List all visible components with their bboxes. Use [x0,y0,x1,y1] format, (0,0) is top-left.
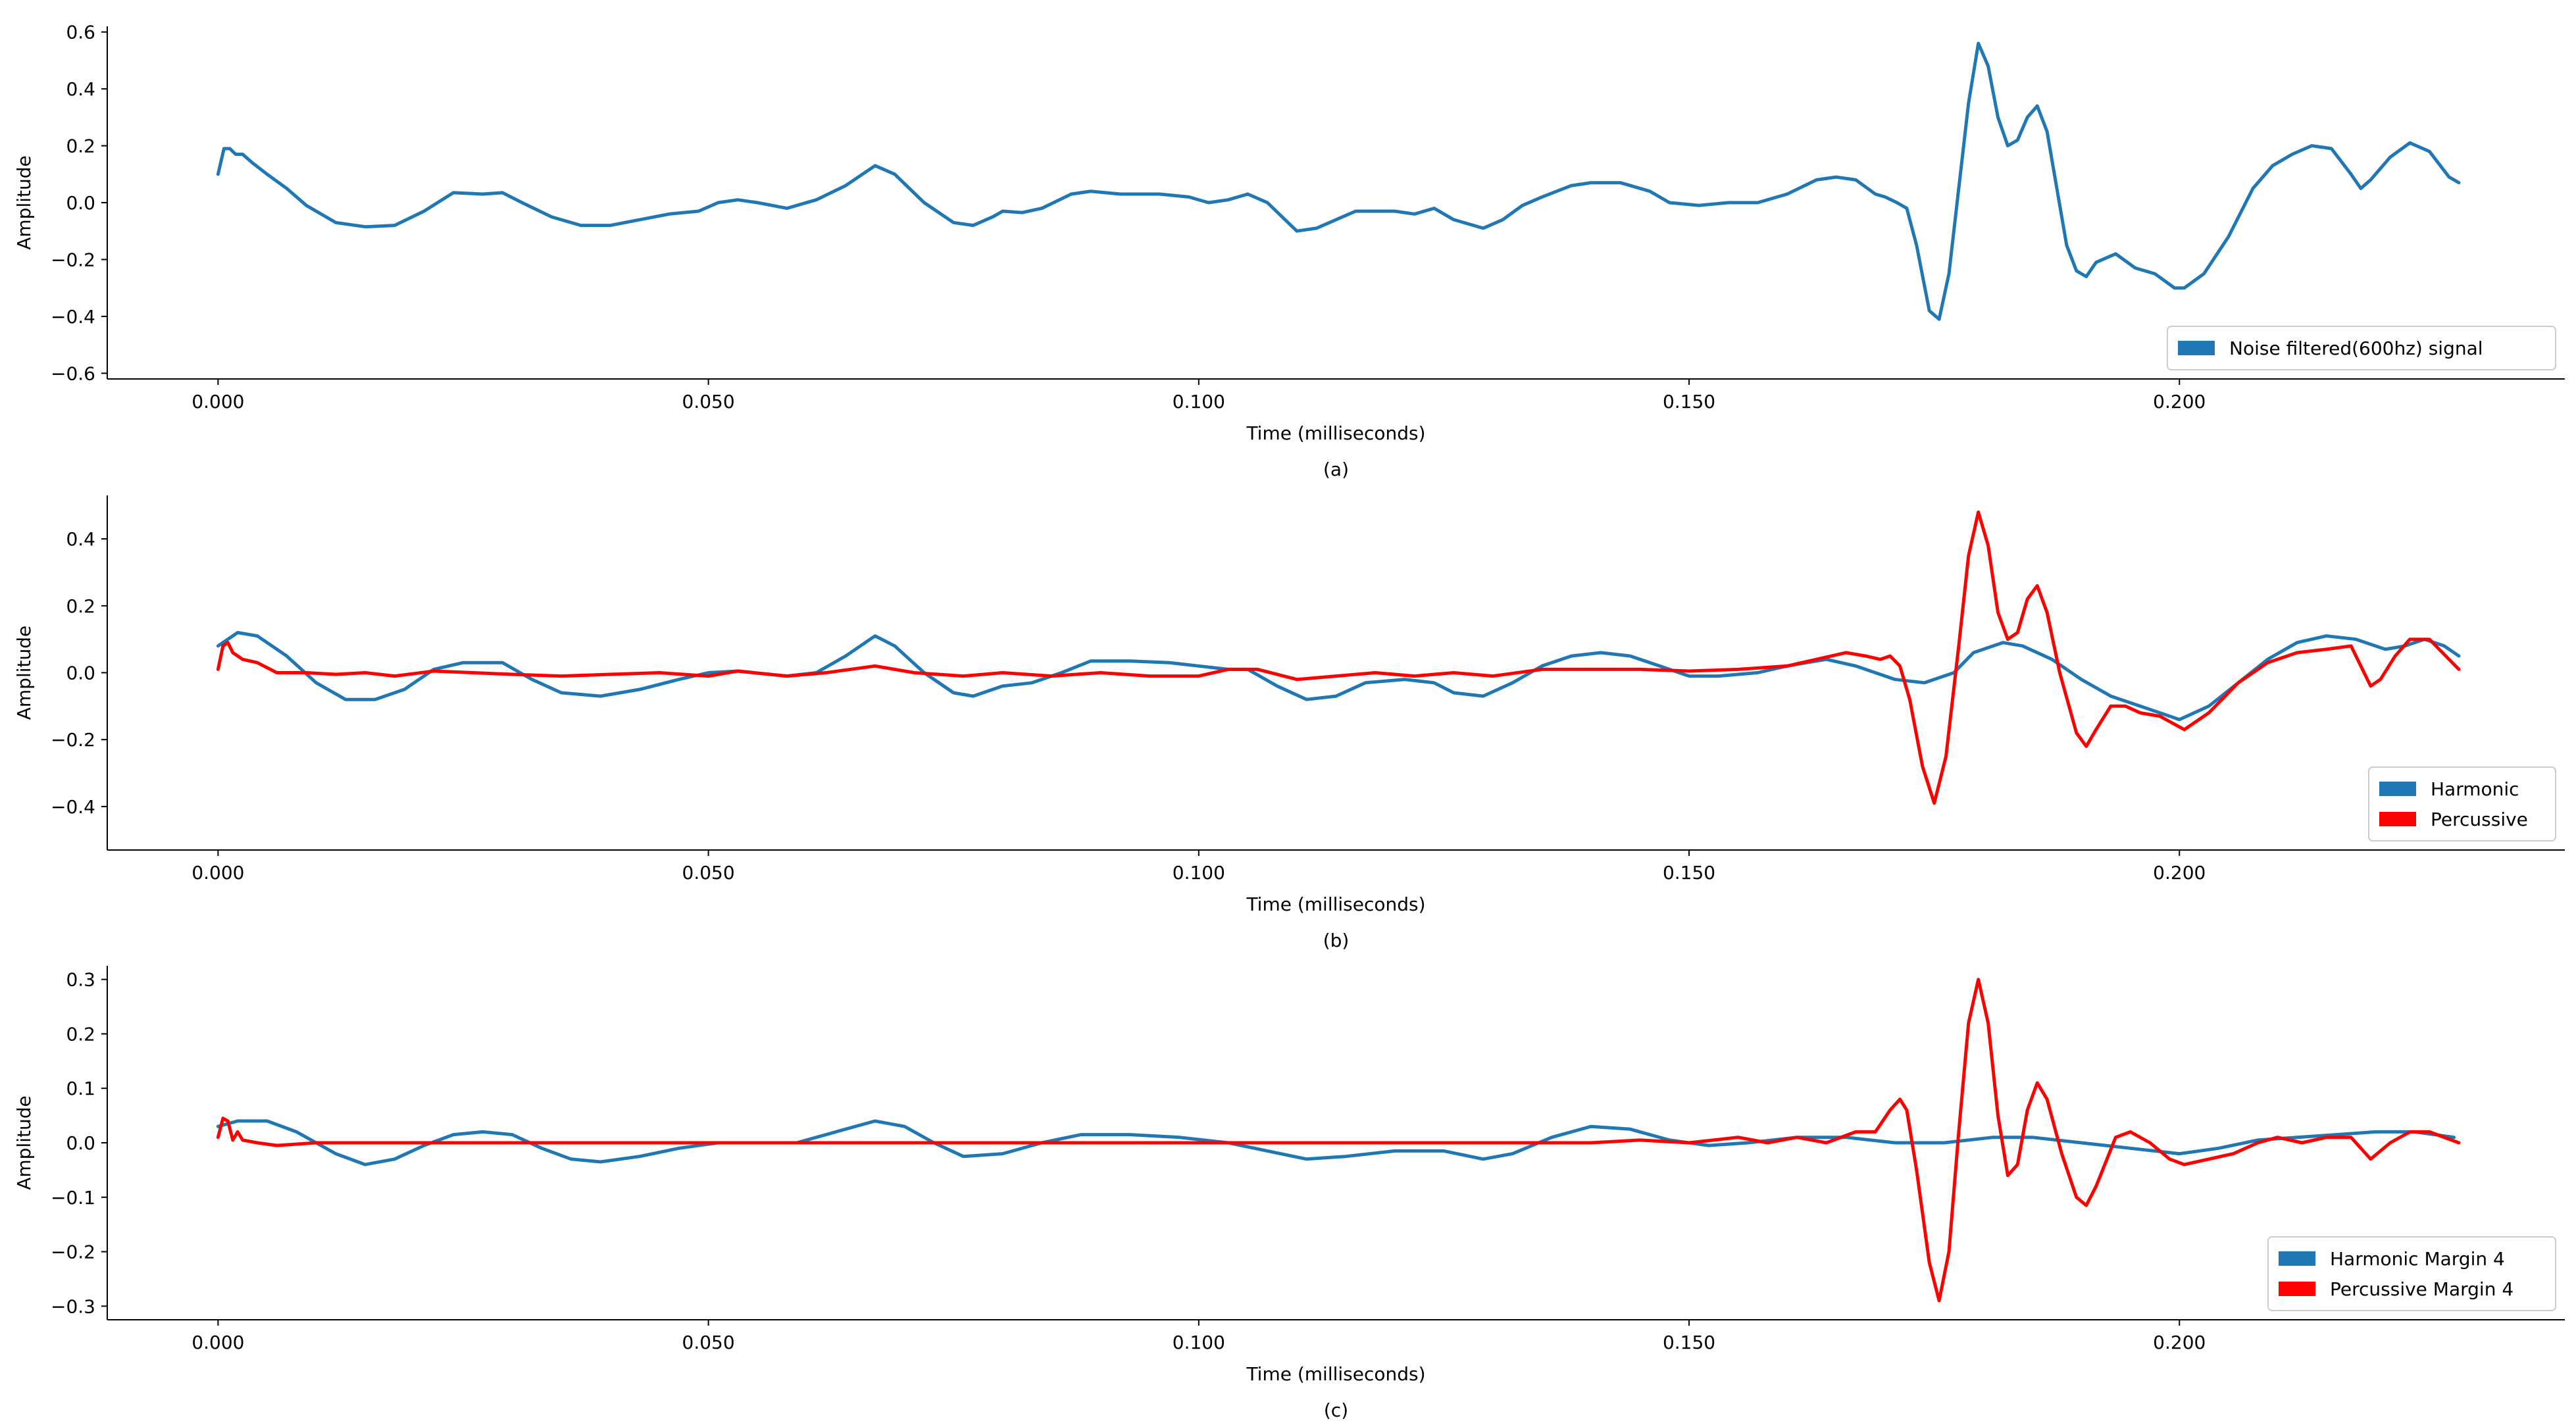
legend-swatch [2178,341,2215,355]
y-tick-label: 0.6 [66,22,95,43]
series-line-2 [216,978,2461,1303]
legend-label: Percussive Margin 4 [2330,1278,2513,1300]
y-tick-label: 0.3 [66,969,95,991]
y-tick-label: 0.4 [66,528,95,550]
legend: Harmonic Margin 4 Percussive Margin 4 [2267,1236,2556,1311]
x-tick-label: 0.050 [682,1332,735,1353]
y-axis-label: Amplitude [13,1095,35,1190]
legend-swatch [2379,812,2416,826]
x-tick-label: 0.050 [682,862,735,884]
legend-label: Harmonic [2431,778,2519,800]
y-axis-label: Amplitude [13,626,35,720]
legend: Noise filtered(600hz) signal [2167,326,2556,370]
x-tick-label: 0.200 [2153,391,2206,413]
x-tick-label: 0.000 [191,862,244,884]
legend-frame [2167,326,2556,370]
x-tick-label: 0.000 [191,1332,244,1353]
y-axis-label: Amplitude [13,155,35,250]
legend-swatch [2379,782,2416,796]
x-tick-label: 0.100 [1173,1332,1225,1353]
panel-b: 0.000 0.050 0.100 0.150 0.200 −0.4 −0.2 0.0 0.2 0… [13,495,2565,951]
legend-label: Noise filtered(600hz) signal [2229,338,2483,359]
y-tick-label: −0.3 [51,1295,95,1317]
series-line-1 [216,631,2461,722]
panel-caption: (a) [1323,459,1349,480]
y-tick-label: −0.1 [51,1187,95,1209]
x-axis-label: Time (milliseconds) [1246,893,1425,915]
legend-frame [2267,1236,2556,1311]
y-tick-label: 0.0 [66,192,95,214]
y-tick-label: −0.2 [51,729,95,751]
y-tick-label: 0.2 [66,1023,95,1045]
y-tick-label: 0.4 [66,78,95,100]
x-tick-label: 0.050 [682,391,735,413]
x-tick-label: 0.200 [2153,1332,2206,1353]
x-tick-label: 0.150 [1663,1332,1715,1353]
x-axis-label: Time (milliseconds) [1246,1363,1425,1385]
x-tick-label: 0.100 [1173,862,1225,884]
y-tick-label: −0.4 [51,306,95,328]
y-tick-label: 0.1 [66,1078,95,1099]
y-tick-label: −0.2 [51,1241,95,1263]
series-line-2 [216,510,2461,805]
x-tick-label: 0.200 [2153,862,2206,884]
legend: Harmonic Percussive [2368,766,2556,841]
y-tick-label: −0.2 [51,249,95,270]
y-tick-label: 0.0 [66,1132,95,1154]
panel-a: 0.000 0.050 0.100 0.150 0.200 −0.6 −0.4 −0.2 0.0… [13,22,2565,480]
series-line-1 [216,41,2461,321]
y-tick-label: −0.6 [51,363,95,384]
x-axis-label: Time (milliseconds) [1246,422,1425,444]
legend-label: Percussive [2431,809,2528,830]
y-tick-label: 0.2 [66,595,95,617]
x-tick-label: 0.150 [1663,391,1715,413]
y-tick-label: 0.2 [66,136,95,157]
legend-swatch [2279,1251,2315,1266]
x-tick-label: 0.150 [1663,862,1715,884]
legend-swatch [2279,1282,2315,1296]
panel-caption: (b) [1323,930,1350,951]
panel-caption: (c) [1324,1399,1348,1421]
y-tick-label: −0.4 [51,796,95,818]
x-tick-label: 0.000 [191,391,244,413]
x-tick-label: 0.100 [1173,391,1225,413]
y-tick-label: 0.0 [66,663,95,684]
panel-c: 0.000 0.050 0.100 0.150 0.200 −0.3 −0.2 −0.1 0.0… [13,966,2565,1421]
legend-label: Harmonic Margin 4 [2330,1248,2505,1270]
